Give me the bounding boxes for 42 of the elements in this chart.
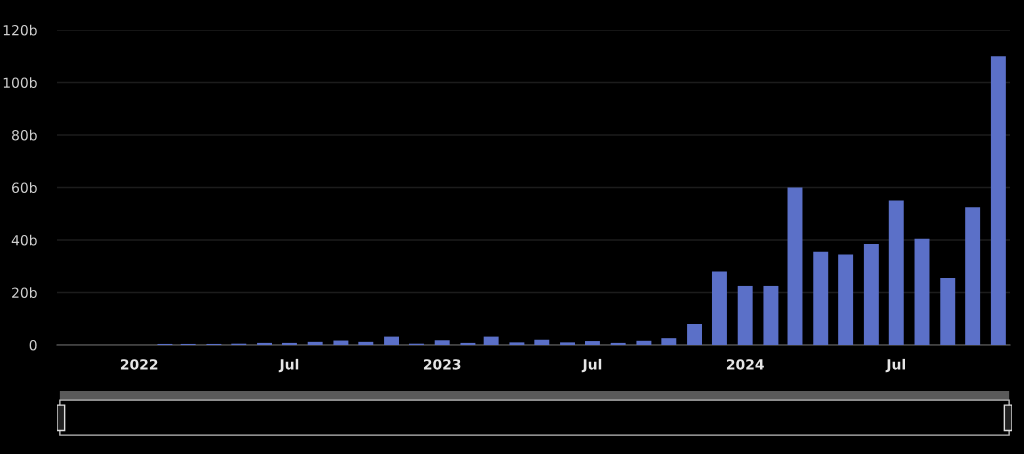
bar: [534, 339, 550, 345]
bar: [509, 342, 525, 345]
y-tick-label: 20b: [12, 287, 37, 298]
bar: [661, 338, 677, 345]
bar: [863, 243, 879, 345]
bar: [307, 341, 323, 345]
x-tick-label: 2024: [726, 359, 764, 370]
x-tick-label: Jul: [885, 358, 906, 373]
bar: [281, 342, 297, 345]
bar: [460, 342, 476, 345]
bar: [358, 341, 374, 345]
bar: [990, 56, 1006, 345]
bar: [965, 207, 981, 345]
bar: [940, 278, 956, 345]
bar: [737, 285, 753, 345]
y-tick-label: 80b: [12, 129, 37, 141]
bar: [813, 251, 829, 345]
bar: [384, 336, 400, 345]
y-tick-label: 0: [29, 339, 37, 351]
y-tick-label: 100b: [3, 77, 37, 88]
bar: [687, 324, 703, 345]
bar: [257, 342, 273, 345]
x-tick-label: Jul: [581, 358, 602, 373]
bar: [787, 187, 803, 345]
y-tick-label: 40b: [11, 234, 37, 246]
y-tick-label: 120b: [3, 24, 37, 36]
bar: [636, 340, 652, 345]
bar: [434, 340, 450, 345]
bar: [914, 238, 930, 345]
bar: [610, 342, 626, 345]
bar: [560, 342, 576, 345]
bar: [483, 336, 499, 345]
bar: [838, 254, 854, 345]
bar: [333, 340, 349, 345]
y-tick-label: 60b: [12, 182, 37, 193]
x-tick-label: 2022: [120, 359, 158, 370]
bar: [763, 285, 779, 345]
x-tick-label: 2023: [423, 359, 461, 370]
bar: [711, 271, 727, 345]
x-tick-label: Jul: [278, 358, 299, 373]
bar: [584, 341, 600, 345]
bar: [888, 200, 904, 345]
